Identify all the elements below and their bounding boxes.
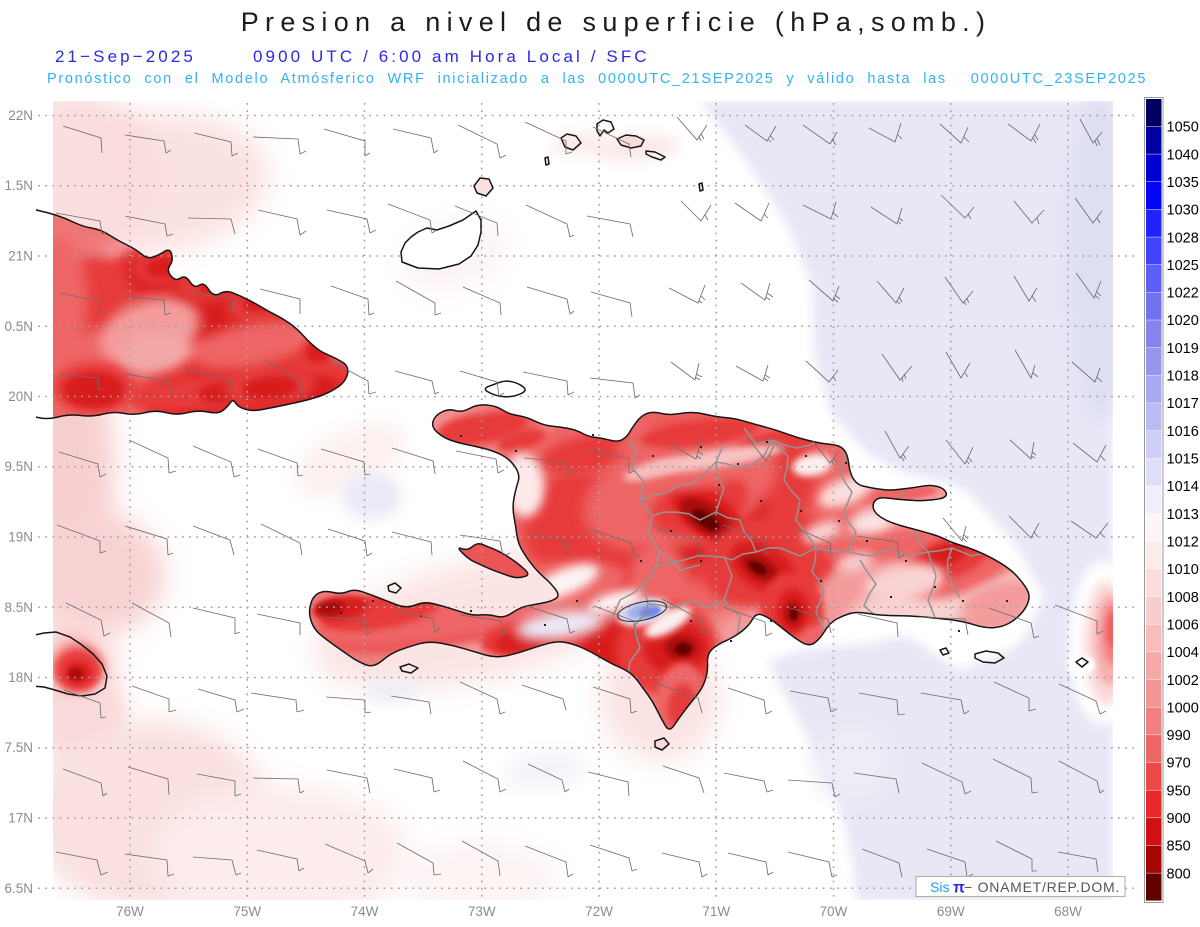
svg-text:70W: 70W (820, 904, 848, 919)
svg-text:71W: 71W (702, 904, 730, 919)
svg-text:73W: 73W (468, 904, 496, 919)
svg-text:1019: 1019 (1167, 341, 1199, 357)
svg-text:1013: 1013 (1167, 507, 1199, 523)
svg-text:850: 850 (1167, 839, 1191, 855)
svg-text:1008: 1008 (1167, 590, 1199, 606)
svg-text:0900 UTC / 6:00 am Hora Local: 0900 UTC / 6:00 am Hora Local / SFC (253, 47, 650, 66)
svg-text:1040: 1040 (1167, 147, 1199, 163)
svg-text:0.5N: 0.5N (4, 319, 33, 334)
svg-text:1000: 1000 (1167, 700, 1199, 716)
svg-text:1010: 1010 (1167, 562, 1199, 578)
svg-text:1018: 1018 (1167, 369, 1199, 385)
svg-text:Presion a nivel de superficie: Presion a nivel de superficie (hPa,somb.… (241, 7, 992, 37)
svg-text:8.5N: 8.5N (4, 600, 33, 615)
svg-text:1028: 1028 (1167, 230, 1199, 246)
svg-text:1030: 1030 (1167, 203, 1199, 219)
svg-text:1012: 1012 (1167, 535, 1199, 551)
svg-text:76W: 76W (116, 904, 144, 919)
svg-text:800: 800 (1167, 866, 1191, 882)
svg-text:π: π (953, 880, 965, 897)
svg-text:1017: 1017 (1167, 396, 1199, 412)
svg-text:Sis: Sis (930, 879, 949, 895)
svg-text:1015: 1015 (1167, 452, 1199, 468)
svg-text:69W: 69W (937, 904, 965, 919)
svg-text:1004: 1004 (1167, 645, 1199, 661)
svg-text:22N: 22N (8, 108, 33, 123)
svg-text:7.5N: 7.5N (4, 740, 33, 755)
svg-text:19N: 19N (8, 530, 33, 545)
svg-text:1.5N: 1.5N (4, 178, 33, 193)
svg-text:68W: 68W (1054, 904, 1082, 919)
svg-text:− ONAMET/REP.DOM.: − ONAMET/REP.DOM. (964, 879, 1120, 895)
svg-text:6.5N: 6.5N (4, 881, 33, 896)
svg-text:21−Sep−2025: 21−Sep−2025 (55, 47, 196, 66)
svg-text:1014: 1014 (1167, 479, 1199, 495)
svg-text:9.5N: 9.5N (4, 459, 33, 474)
svg-text:21N: 21N (8, 249, 33, 264)
svg-text:Pronóstico con el Modelo Atmós: Pronóstico con el Modelo Atmósferico WRF… (47, 71, 1147, 87)
svg-text:74W: 74W (351, 904, 379, 919)
svg-text:18N: 18N (8, 670, 33, 685)
svg-text:1035: 1035 (1167, 175, 1199, 191)
svg-text:970: 970 (1167, 756, 1191, 772)
svg-text:75W: 75W (233, 904, 261, 919)
svg-text:1050: 1050 (1167, 120, 1199, 136)
svg-text:1025: 1025 (1167, 258, 1199, 274)
svg-text:1006: 1006 (1167, 617, 1199, 633)
svg-text:900: 900 (1167, 811, 1191, 827)
svg-text:20N: 20N (8, 389, 33, 404)
svg-text:1016: 1016 (1167, 424, 1199, 440)
svg-text:990: 990 (1167, 728, 1191, 744)
svg-text:72W: 72W (585, 904, 613, 919)
svg-text:17N: 17N (8, 811, 33, 826)
svg-text:1022: 1022 (1167, 286, 1199, 302)
svg-text:1002: 1002 (1167, 673, 1199, 689)
svg-text:1020: 1020 (1167, 313, 1199, 329)
svg-text:950: 950 (1167, 783, 1191, 799)
